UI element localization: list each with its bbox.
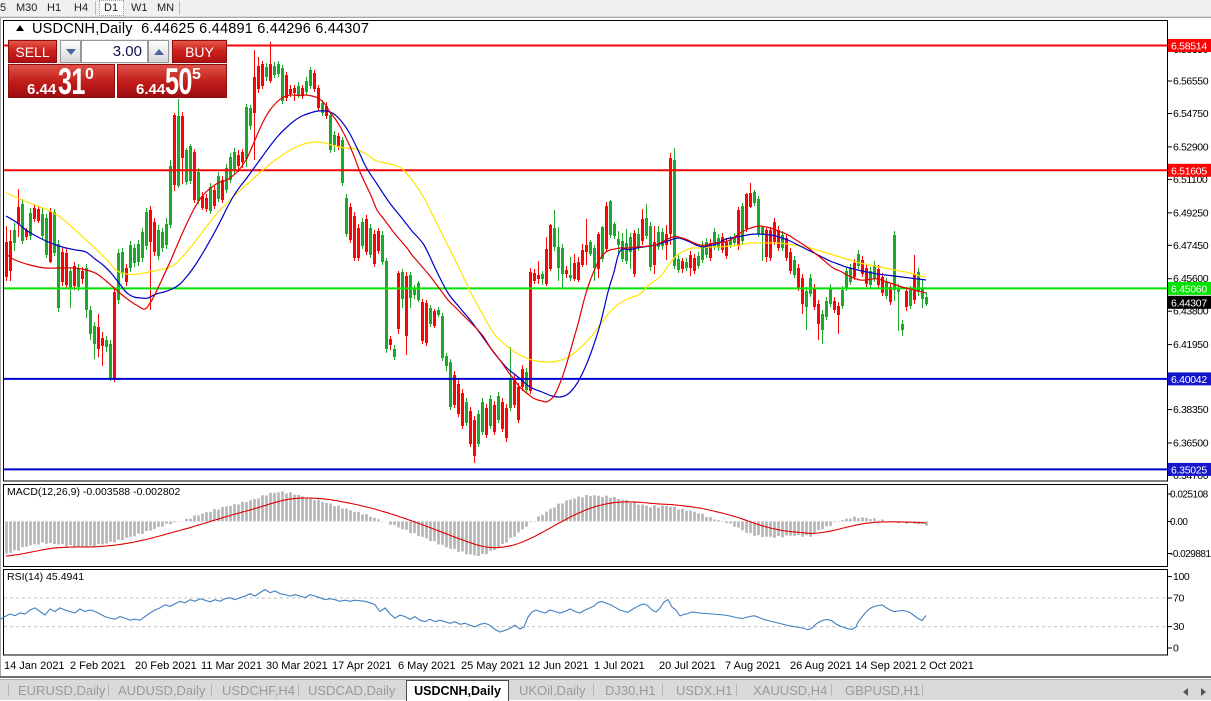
svg-text:6.45060: 6.45060 [1171, 283, 1207, 295]
svg-text:2 Feb 2021: 2 Feb 2021 [70, 660, 126, 672]
svg-text:-0.029881: -0.029881 [1170, 549, 1211, 560]
svg-text:6.40042: 6.40042 [1171, 374, 1207, 386]
svg-text:26 Aug 2021: 26 Aug 2021 [790, 660, 852, 672]
svg-text:6.58514: 6.58514 [1171, 41, 1207, 53]
svg-text:6.54750: 6.54750 [1173, 108, 1209, 120]
svg-text:14 Sep 2021: 14 Sep 2021 [855, 660, 917, 672]
svg-text:7 Aug 2021: 7 Aug 2021 [725, 660, 781, 672]
svg-text:6 May 2021: 6 May 2021 [398, 660, 455, 672]
svg-text:2 Oct 2021: 2 Oct 2021 [920, 660, 974, 672]
svg-text:6.52900: 6.52900 [1173, 141, 1209, 153]
svg-text:6.47450: 6.47450 [1173, 240, 1209, 252]
svg-text:30: 30 [1173, 621, 1184, 633]
svg-text:0: 0 [1173, 643, 1179, 655]
svg-text:0.025108: 0.025108 [1170, 490, 1209, 501]
svg-text:70: 70 [1173, 593, 1184, 605]
svg-text:100: 100 [1173, 571, 1190, 583]
svg-text:6.51100: 6.51100 [1173, 174, 1208, 186]
svg-text:20 Jul 2021: 20 Jul 2021 [659, 660, 716, 672]
svg-text:25 May 2021: 25 May 2021 [461, 660, 525, 672]
svg-text:6.36500: 6.36500 [1173, 438, 1209, 450]
svg-text:6.49250: 6.49250 [1173, 207, 1209, 219]
svg-text:17 Apr 2021: 17 Apr 2021 [332, 660, 391, 672]
svg-text:20 Feb 2021: 20 Feb 2021 [135, 660, 197, 672]
svg-text:6.35025: 6.35025 [1171, 464, 1207, 476]
svg-text:6.41950: 6.41950 [1173, 339, 1209, 351]
svg-text:6.44307: 6.44307 [1171, 297, 1207, 309]
svg-text:1 Jul 2021: 1 Jul 2021 [594, 660, 645, 672]
svg-text:14 Jan 2021: 14 Jan 2021 [4, 660, 65, 672]
svg-text:0.00: 0.00 [1170, 517, 1188, 528]
svg-text:11 Mar 2021: 11 Mar 2021 [201, 660, 262, 672]
svg-text:30 Mar 2021: 30 Mar 2021 [266, 660, 328, 672]
svg-text:6.38350: 6.38350 [1173, 404, 1209, 416]
svg-text:6.56550: 6.56550 [1173, 76, 1209, 88]
svg-text:6.51605: 6.51605 [1171, 165, 1207, 177]
svg-text:12 Jun 2021: 12 Jun 2021 [528, 660, 589, 672]
